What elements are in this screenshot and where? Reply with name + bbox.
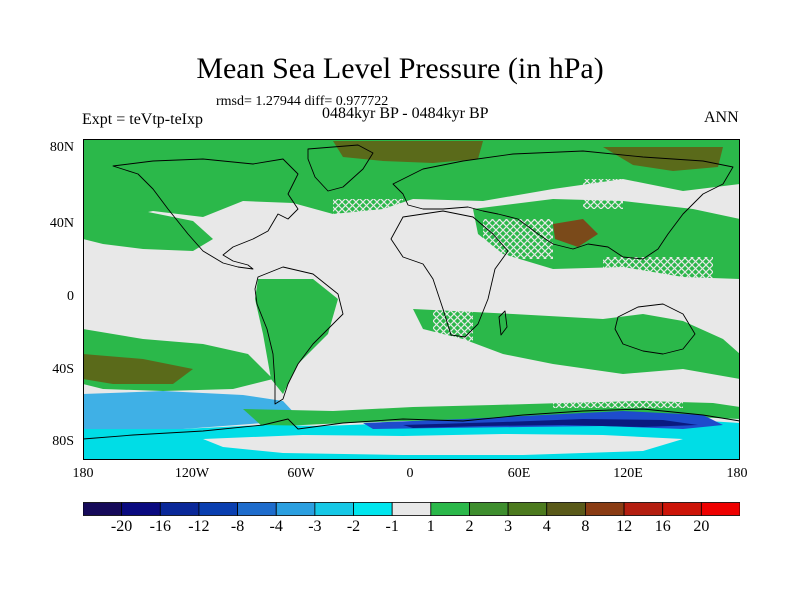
lon-label-120w: 120W [174, 466, 210, 481]
lon-label-180e: 180 [726, 466, 748, 481]
colorbar-box [430, 502, 470, 516]
colorbar-label: -4 [269, 518, 283, 535]
colorbar-label: -20 [110, 518, 133, 535]
lat-label-80n: 80N [49, 140, 74, 155]
experiment-label: Expt = teVtp-teIxp [82, 111, 203, 128]
season-label: ANN [704, 109, 739, 126]
colorbar-box [700, 502, 740, 516]
colorbar-label: 2 [465, 518, 474, 535]
colorbar-box [314, 502, 354, 516]
antarctica-coast [83, 408, 740, 460]
colorbar-box [121, 502, 161, 516]
colorbar-label: -12 [188, 518, 210, 535]
colorbar-label: 8 [581, 518, 590, 535]
colorbar-label: -1 [385, 518, 399, 535]
colorbar-label: 16 [654, 518, 671, 535]
colorbar-box [546, 502, 586, 516]
stipple-hatching [103, 179, 713, 408]
lon-label-120e: 120E [613, 466, 643, 481]
pressure-difference-map [83, 139, 740, 460]
map-frame [83, 139, 740, 460]
colorbar-box [237, 502, 277, 516]
colorbar-box [507, 502, 548, 516]
colorbar-box [391, 502, 432, 516]
eurasia-coast [392, 150, 734, 260]
africa-coast [390, 210, 509, 338]
south-pacific-olive [83, 354, 193, 384]
lon-label-60e: 60E [507, 466, 531, 481]
lat-label-40n: 40N [49, 216, 74, 231]
lon-label-0: 0 [406, 466, 414, 481]
colorbar-label: 20 [693, 518, 710, 535]
colorbar-box [469, 502, 509, 516]
north-pacific-green [83, 211, 213, 251]
asia-brown-patch [553, 219, 598, 247]
colorbar-label: 4 [542, 518, 551, 535]
map-title: Mean Sea Level Pressure (in hPa) [196, 52, 604, 85]
colorbar-label: -16 [149, 518, 171, 535]
south-america-coast [254, 266, 344, 405]
colorbar [83, 502, 740, 516]
colorbar-label: -2 [346, 518, 361, 535]
lat-label-40s: 40S [52, 362, 74, 377]
period-text: 0484kyr BP - 0484kyr BP [322, 105, 489, 122]
colorbar-box [83, 502, 123, 516]
lon-label-60w: 60W [287, 466, 315, 481]
southwest-cyan-patch [83, 443, 183, 457]
coastlines [83, 144, 740, 460]
colorbar-box [198, 502, 238, 516]
colorbar-box [623, 502, 664, 516]
madagascar-coast [498, 310, 508, 336]
equatorial-pacific-light [83, 279, 283, 304]
colorbar-box [275, 502, 316, 516]
antarctic-coast-navy [403, 419, 698, 428]
colorbar-label: -3 [308, 518, 322, 535]
antarctic-interior-light [203, 434, 683, 455]
lat-label-80s: 80S [52, 434, 74, 449]
colorbar-box [662, 502, 702, 516]
lon-label-180w: 180 [72, 466, 94, 481]
colorbar-box [353, 502, 393, 516]
lat-label-0: 0 [67, 289, 74, 304]
northeast-olive-patch [603, 147, 723, 171]
stats-text: rmsd= 1.27944 diff= 0.977722 [216, 94, 389, 109]
colorbar-label: 12 [616, 518, 633, 535]
colorbar-label: 3 [504, 518, 513, 535]
colorbar-label: 1 [426, 518, 435, 535]
colorbar-label: -8 [230, 518, 245, 535]
australia-coast [614, 303, 696, 355]
colorbar-box [585, 502, 625, 516]
north-america-coast [112, 158, 299, 270]
southern-ocean-light-blue [83, 391, 298, 434]
arctic-green-band [83, 139, 740, 219]
south-indian-green [413, 309, 740, 379]
greenland-coast [307, 144, 374, 192]
colorbar-box [159, 502, 200, 516]
south-america-green [255, 279, 338, 394]
